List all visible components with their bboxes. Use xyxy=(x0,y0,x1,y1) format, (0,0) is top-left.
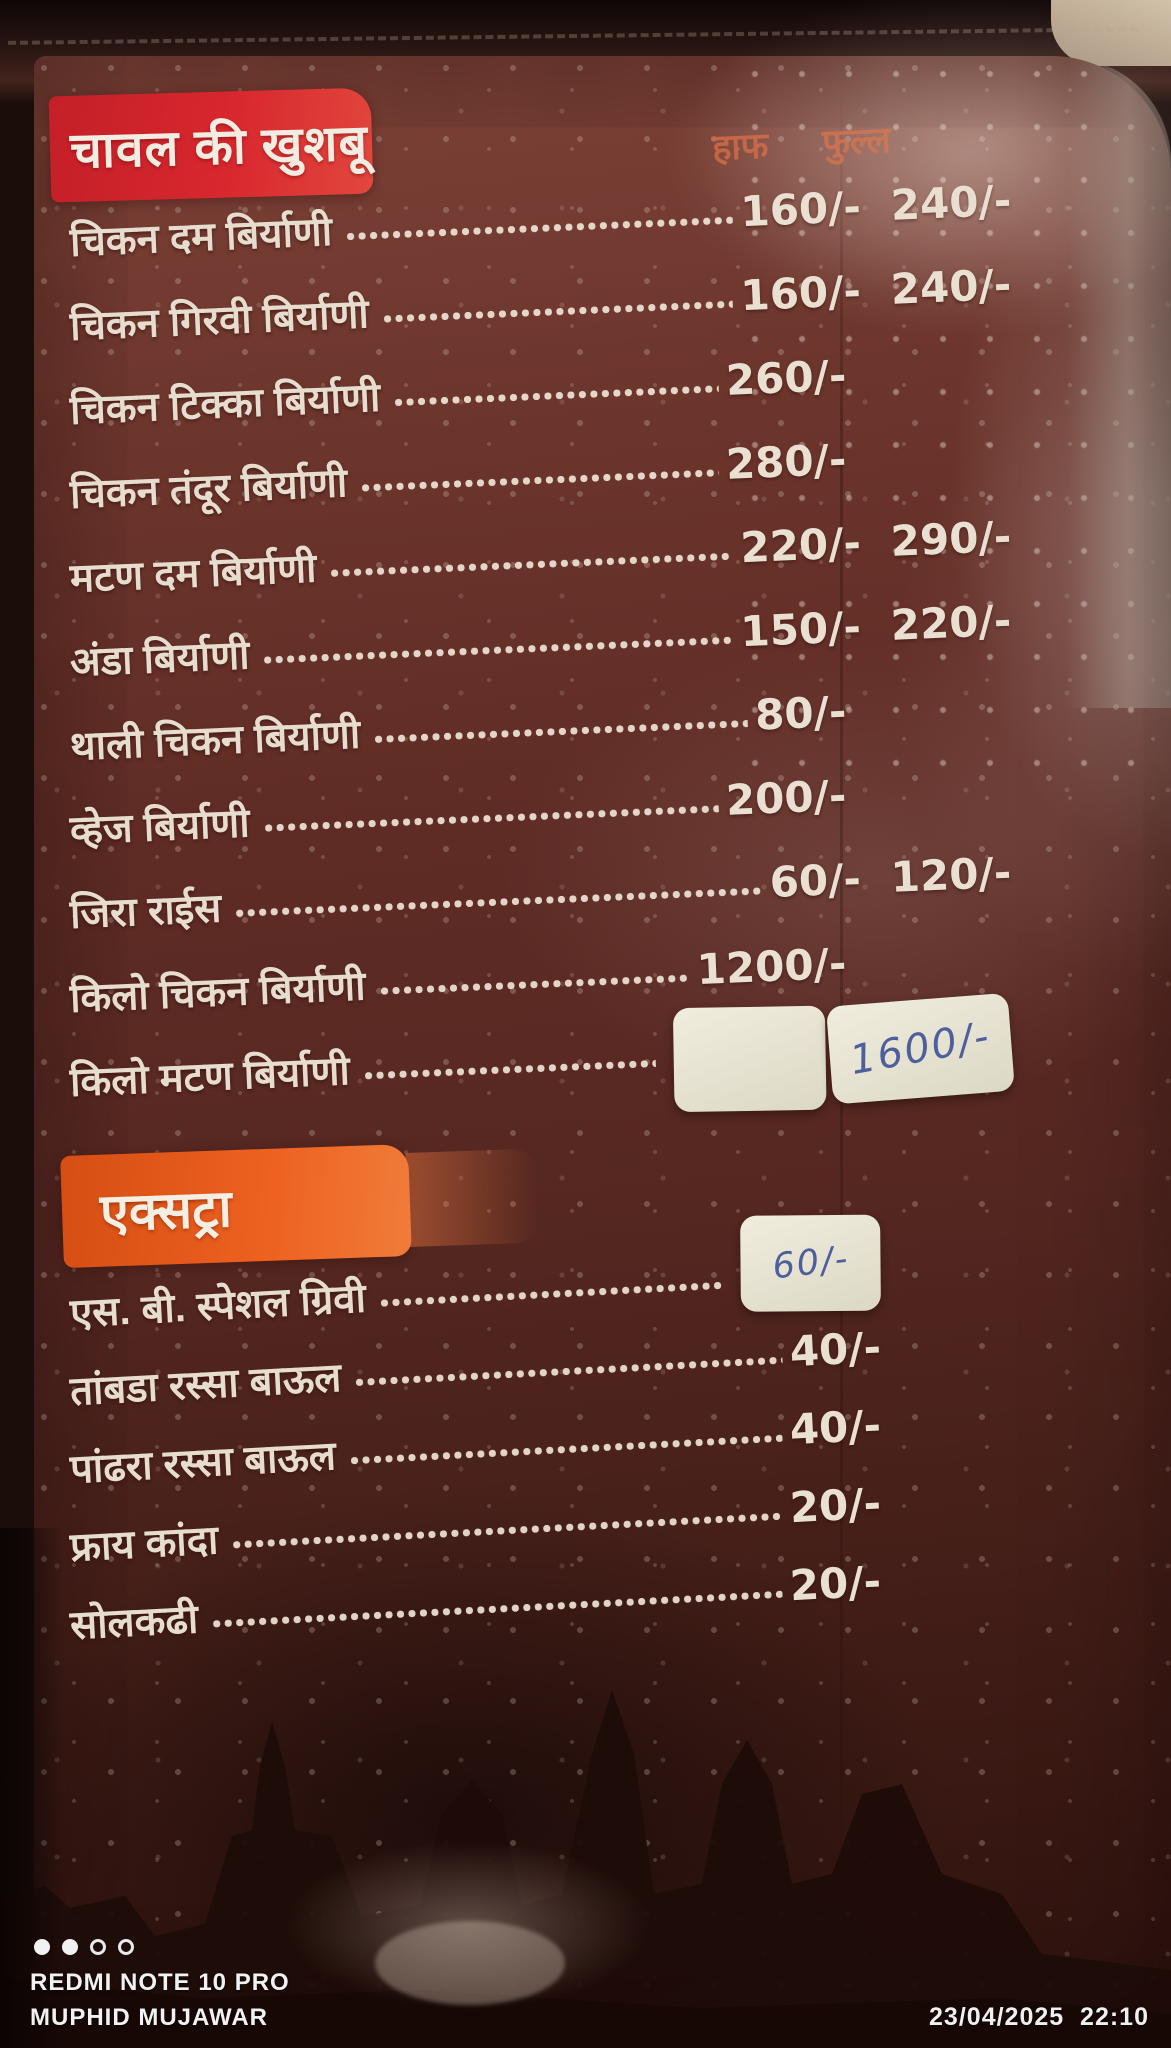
menu-item-price-full: 240/- xyxy=(889,259,1013,314)
menu-item-name: एस. बी. स्पेशल ग्रिवी xyxy=(68,1276,367,1336)
column-header-half: हाफ xyxy=(711,124,770,169)
menu-items-section1: चिकन दम बिर्याणी 160/- 240/- चिकन गिरवी बिर… xyxy=(69,175,1015,1122)
section-header-rice: चावल की खुशबू xyxy=(48,87,374,203)
menu-item-price-full: 240/- xyxy=(889,175,1013,230)
dot-leader xyxy=(263,635,734,665)
column-header-full: फुल्ल xyxy=(821,118,892,164)
menu-item-price-half: 1200/- xyxy=(695,938,848,994)
menu-item-name: चिकन दम बिर्याणी xyxy=(69,209,333,265)
camera-watermark: REDMI NOTE 10 PRO MUPHID MUJAWAR xyxy=(30,1939,290,2032)
menu-items-section2: एस. बी. स्पेशल ग्रिवी 60/- तांबडा रस्सा बा… xyxy=(68,1214,883,1662)
cover-shadow xyxy=(0,1528,64,2048)
price-column-spacer xyxy=(846,452,1011,459)
device-name-label: REDMI NOTE 10 PRO xyxy=(30,1969,290,1996)
menu-item-name: सोलकढी xyxy=(68,1596,200,1648)
price-column-spacer xyxy=(846,788,1011,795)
menu-item-price-full: 120/- xyxy=(889,847,1013,902)
menu-item-name: पांढरा रस्सा बाऊल xyxy=(68,1433,337,1492)
menu-item-price-half: 20/- xyxy=(788,1556,883,1610)
indicator-dot-hollow xyxy=(90,1939,106,1955)
menu-item-name: फ्राय कांदा xyxy=(68,1517,220,1570)
section-header-extra: एक्सट्रा xyxy=(60,1143,412,1269)
price-column-spacer xyxy=(846,956,1011,963)
dot-leader xyxy=(212,1589,783,1629)
dot-leader xyxy=(355,1355,783,1387)
price-sticker: 1600/- xyxy=(825,992,1015,1105)
menu-item-name: किलो मटण बिर्याणी xyxy=(69,1048,351,1105)
indicator-dot-filled xyxy=(62,1939,78,1955)
dot-leader xyxy=(263,803,719,833)
dot-leader xyxy=(394,383,719,407)
menu-item-price-half: 200/- xyxy=(724,770,848,825)
price-column-headers: हाफ फुल्ल xyxy=(711,114,892,171)
menu-item-price-half: 160/- xyxy=(739,265,862,320)
menu-item-name: चिकन तंदूर बिर्याणी xyxy=(69,460,349,517)
menu-item-name: चिकन गिरवी बिर्याणी xyxy=(69,291,370,349)
menu-item-price-full: 220/- xyxy=(889,595,1013,650)
dot-leader xyxy=(330,551,734,578)
dot-leader xyxy=(382,299,734,324)
price-column-spacer xyxy=(846,368,1011,375)
indicator-dot-hollow xyxy=(118,1939,134,1955)
sleeve-reflection xyxy=(1067,58,1171,708)
section-title: एक्सट्रा xyxy=(99,1179,233,1243)
menu-item-price-half: 280/- xyxy=(724,434,848,489)
menu-item-name: थाली चिकन बिर्याणी xyxy=(69,712,362,769)
temple-silhouette xyxy=(0,1690,1171,2048)
price-sticker xyxy=(672,1005,827,1113)
dot-leader xyxy=(363,1058,656,1080)
menu-item-price-half: 150/- xyxy=(739,601,862,656)
dot-leader xyxy=(379,973,690,996)
price-sticker: 60/- xyxy=(740,1214,881,1312)
menu-item-price-half: 160/- xyxy=(739,181,862,236)
dot-leader xyxy=(232,1511,783,1549)
dot-leader xyxy=(235,885,763,918)
menu-item-name: अंडा बिर्याणी xyxy=(69,632,251,685)
menu-item-price-half: 260/- xyxy=(724,350,848,405)
menu-item-name: तांबडा रस्सा बाऊल xyxy=(68,1355,343,1414)
price-column-spacer xyxy=(846,704,1011,711)
menu-item-price-half: 40/- xyxy=(788,1322,883,1376)
handwritten-price: 1600/- xyxy=(846,1013,995,1085)
menu-item-name: व्हेज बिर्याणी xyxy=(69,800,251,853)
menu-item-name: जिरा राईस xyxy=(69,886,223,937)
photo-timestamp: 23/04/2025 22:10 xyxy=(929,2003,1149,2031)
menu-item-price-half: 220/- xyxy=(739,517,862,572)
section-title: चावल की खुशबू xyxy=(69,114,369,179)
menu-item-name: मटण दम बिर्याणी xyxy=(69,545,318,601)
menu-item-price-half: 40/- xyxy=(788,1400,883,1454)
dot-leader xyxy=(349,1433,783,1465)
menu-item-price-half: 20/- xyxy=(788,1478,883,1532)
indicator-dot-filled xyxy=(34,1939,50,1955)
dot-leader xyxy=(374,718,748,744)
background-corner xyxy=(1051,0,1171,66)
dot-leader xyxy=(361,467,719,493)
user-name-label: MUPHID MUJAWAR xyxy=(30,2004,269,2031)
menu-item-price-half: 80/- xyxy=(754,686,848,740)
menu-item-name: किलो चिकन बिर्याणी xyxy=(69,963,367,1021)
handwritten-price: 60/- xyxy=(770,1238,852,1288)
menu-item-name: चिकन टिक्का बिर्याणी xyxy=(69,375,382,433)
menu-item-price-full: 290/- xyxy=(889,511,1013,566)
page-indicator-dots xyxy=(34,1939,290,1955)
dot-leader xyxy=(379,1280,726,1308)
menu-item-price-half: 60/- xyxy=(768,853,862,907)
dot-leader xyxy=(346,215,734,241)
